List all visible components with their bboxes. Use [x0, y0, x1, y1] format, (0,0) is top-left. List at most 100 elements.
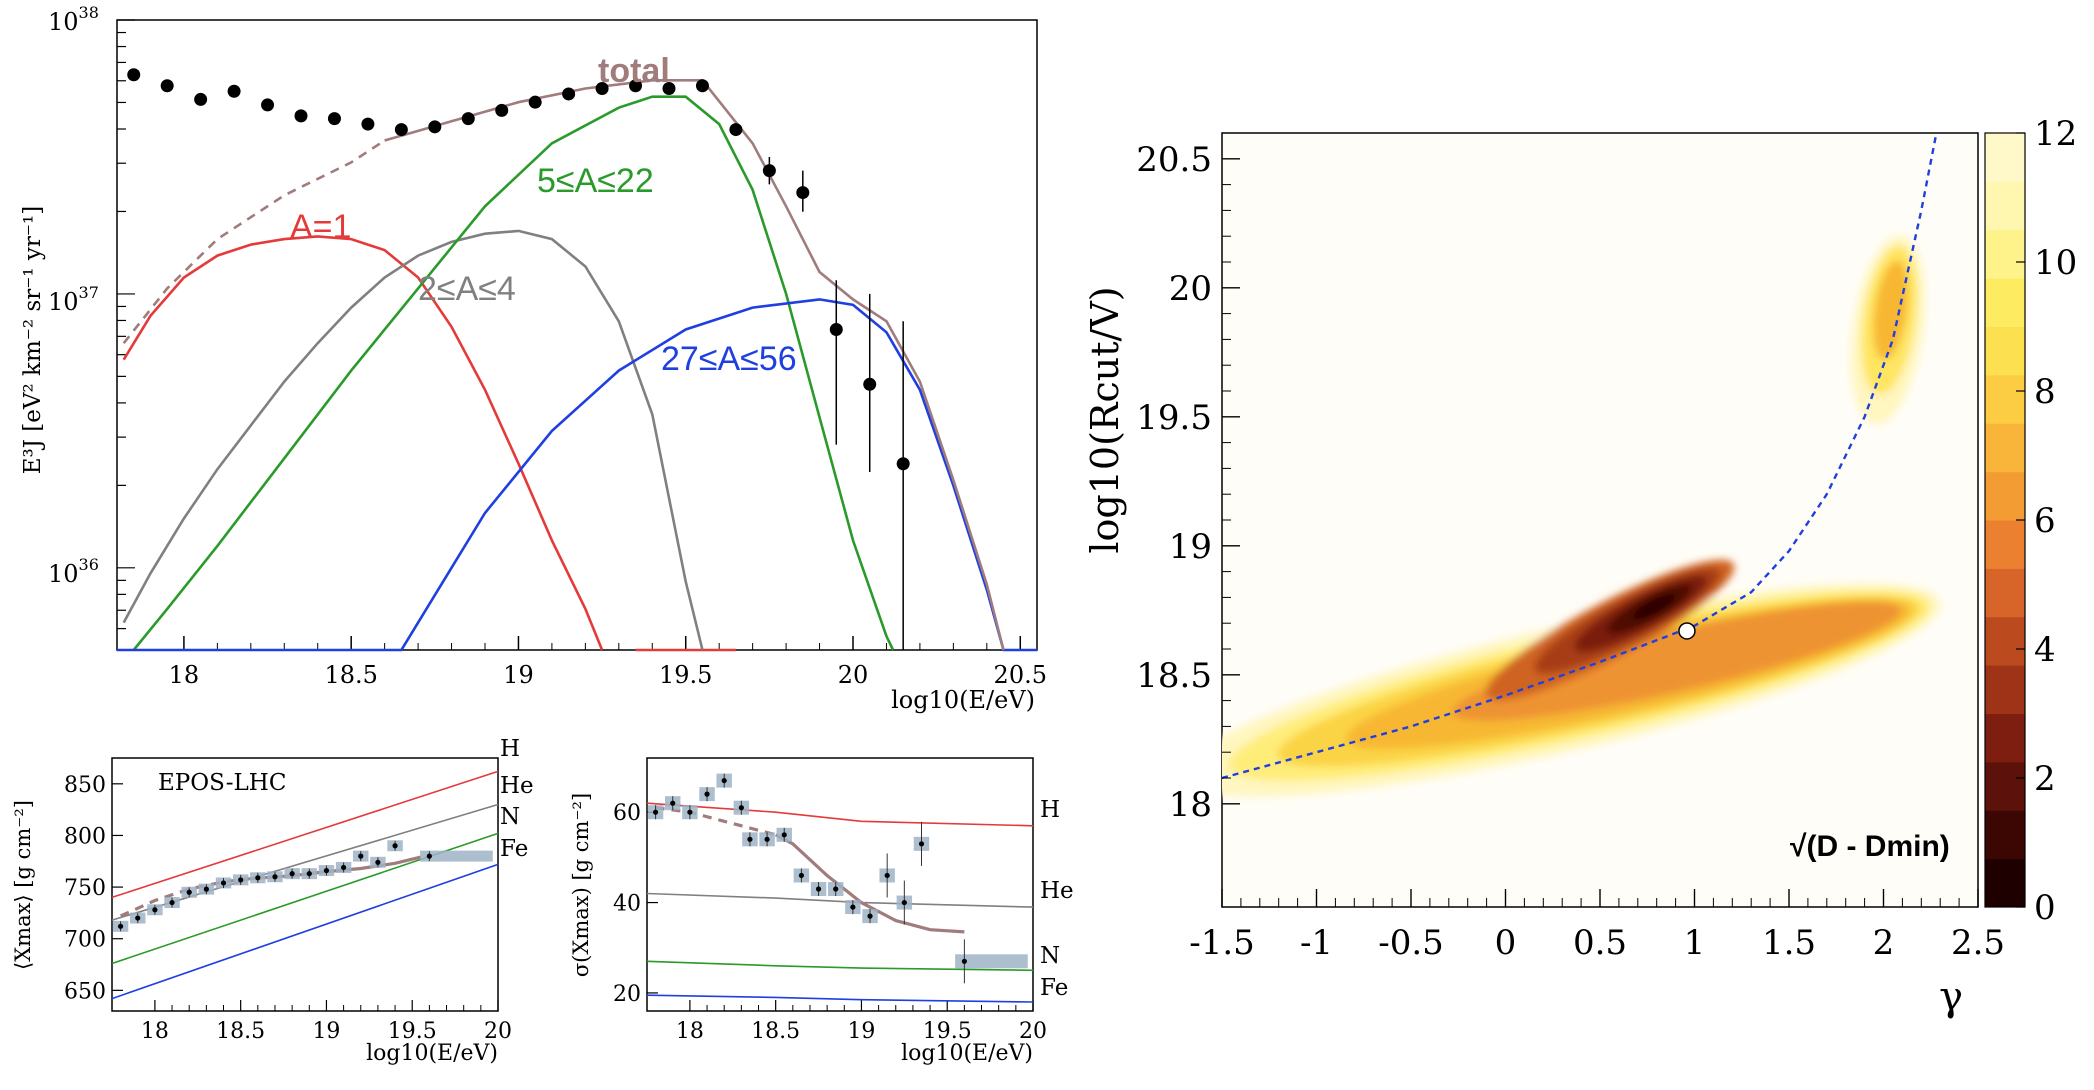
colorbar-band	[1985, 278, 2025, 327]
spectrum-data-point	[528, 95, 542, 109]
spectrum-series-total-extrapolated	[122, 139, 386, 345]
map-xtick-label: 2	[1873, 923, 1895, 963]
fit-map-panel: -1.5 -1 -0.5 0 0.5 1 1.5 2 2.5 1818.51919.52020.…	[1083, 114, 2077, 1020]
map-ylabel: log10(Rcut/V)	[1083, 286, 1127, 553]
map-xtick-label: -1.5	[1189, 923, 1255, 963]
spectrum-ytick-36: 1036	[48, 555, 99, 588]
spectrum-data-point	[327, 112, 341, 126]
colorbar-tick-label: 4	[2034, 630, 2056, 670]
map-valley-line	[1222, 133, 1938, 780]
label-medium: 2≤A≤4	[418, 270, 516, 308]
label-heavy: 27≤A≤56	[661, 340, 797, 378]
sigma-legend-he: He	[1040, 878, 1074, 904]
spectrum-series	[117, 79, 1037, 652]
label-total: total	[598, 52, 670, 90]
sigma-legend-fe: Fe	[1040, 975, 1068, 1001]
spectrum-data-point	[896, 457, 910, 471]
map-xtick-label: -0.5	[1378, 923, 1444, 963]
xm-series-Fe	[111, 863, 499, 1000]
sigma-series	[646, 802, 1034, 1003]
xmax-data-points	[112, 840, 493, 932]
spectrum-data-point	[227, 84, 241, 98]
xmax-legend-h: H	[500, 736, 520, 762]
xm-data-point	[323, 867, 330, 874]
spectrum-data-point	[194, 92, 208, 106]
spectrum-data-point	[361, 117, 375, 131]
map-xtick-label: -1	[1300, 923, 1333, 963]
spectrum-series-intermediate	[132, 95, 895, 651]
xm-data-point	[117, 923, 124, 929]
spectrum-panel: 1038 1037 1036 18 18.5 19 19.5 20 20.5 log10(…	[20, 3, 1047, 714]
xmax-legend-n: N	[500, 804, 520, 830]
sg-xtick-label: 19.5	[923, 1019, 972, 1044]
spectrum-data-point	[495, 103, 509, 117]
sg-data-point	[764, 836, 770, 842]
colorbar-frame	[1984, 132, 2026, 908]
map-heatmap	[1222, 235, 1941, 797]
map-xtick-label: 0.5	[1573, 923, 1627, 963]
spectrum-xtick-label: 19.5	[659, 661, 712, 689]
map-ytick-label: 18	[1169, 785, 1212, 825]
spectrum-data-point	[629, 79, 643, 93]
spectrum-data-point	[394, 123, 408, 137]
colorbar-band	[1985, 229, 2025, 279]
spectrum-data-point	[160, 79, 174, 93]
spectrum-data-point	[796, 186, 810, 200]
sigma-xlabel: log10(E/eV)	[901, 1041, 1033, 1066]
map-ytick-label: 20.5	[1136, 140, 1212, 180]
xm-xtick-label: 19	[312, 1019, 340, 1044]
xm-data-point	[375, 859, 381, 865]
colorbar-band	[1985, 133, 2025, 182]
sg-ytick-label: 40	[613, 892, 641, 917]
xm-xtick-label: 18.5	[216, 1019, 265, 1044]
xmax-title: EPOS-LHC	[158, 770, 286, 796]
sg-xtick-label: 18.5	[751, 1019, 800, 1044]
sg-data-point	[884, 872, 890, 879]
xm-xtick-label: 18	[141, 1019, 169, 1044]
sg-data-point	[738, 805, 744, 811]
label-intermediate: 5≤A≤22	[537, 162, 654, 200]
spectrum-data-point	[562, 87, 576, 101]
colorbar-band	[1985, 471, 2025, 521]
sg-series-Fe	[646, 994, 1034, 1003]
spectrum-data-points	[127, 68, 910, 650]
sg-data-point	[867, 913, 873, 919]
xm-ytick-label: 700	[64, 928, 106, 953]
colorbar-band	[1985, 810, 2025, 860]
xmax-xlabel: log10(E/eV)	[366, 1041, 498, 1066]
sg-xtick-label: 18	[676, 1019, 704, 1044]
spectrum-data-point	[863, 377, 877, 391]
spectrum-xtick-label: 20.5	[994, 661, 1047, 689]
spectrum-ytick-37: 1037	[48, 283, 99, 316]
xm-data-point	[238, 877, 244, 883]
sg-data-point	[704, 791, 710, 797]
map-ytick-label: 20	[1169, 269, 1212, 309]
sg-xtick-label: 19	[847, 1019, 875, 1044]
xmax-ticks	[112, 783, 499, 1011]
colorbar-band	[1985, 520, 2025, 569]
colorbar-tick-label: 10	[2034, 243, 2077, 283]
xmax-legend-he: He	[500, 773, 534, 799]
xm-data-point	[306, 871, 312, 877]
colorbar-band	[1985, 423, 2025, 473]
map-xtick-label: 0	[1495, 923, 1517, 963]
map-xtick-label: 1	[1684, 923, 1706, 963]
xm-data-point	[186, 889, 192, 895]
map-valley-curve	[1222, 133, 1938, 780]
map-contour-1	[1632, 593, 1676, 620]
sg-ytick-label: 20	[613, 982, 641, 1007]
sigma-data-points	[647, 773, 1028, 984]
spectrum-ytick-38: 1038	[48, 3, 99, 36]
sg-data-point	[670, 800, 676, 806]
xm-ytick-label: 750	[64, 876, 106, 901]
sg-ytick-label: 60	[613, 801, 641, 826]
map-xtick-label: 2.5	[1951, 923, 2005, 963]
spectrum-series-heavy	[117, 298, 1037, 652]
spectrum-data-point	[428, 120, 442, 134]
sg-data-point	[815, 886, 822, 892]
xm-syst-box	[420, 850, 493, 862]
map-ticks	[1221, 158, 1979, 907]
sigma-ylabel: σ(Xmax) [g cm⁻²]	[569, 793, 593, 977]
